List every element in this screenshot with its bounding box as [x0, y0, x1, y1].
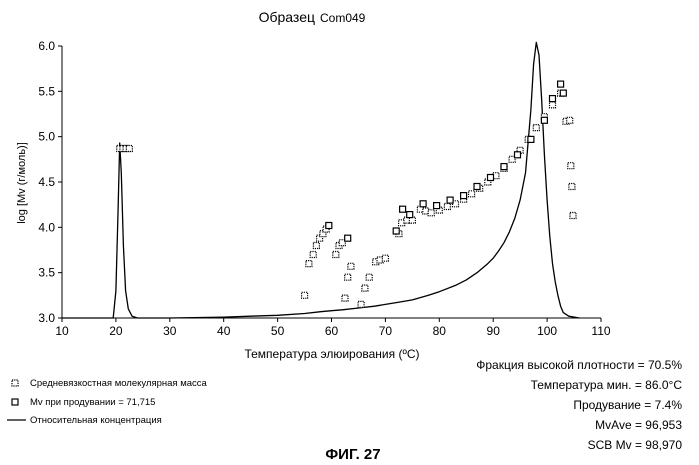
point-purge-mw — [407, 212, 413, 218]
y-tick-label: 3.5 — [38, 266, 55, 280]
point-purge-mw — [447, 197, 453, 203]
y-axis-label: log [Mv (г/моль)] — [16, 142, 28, 224]
point-viscosity-mw — [358, 301, 364, 307]
point-purge-mw — [528, 136, 534, 142]
stat-purge: Продувание = 7.4% — [573, 398, 682, 412]
point-viscosity-mw — [342, 295, 348, 301]
point-purge-mw — [560, 90, 566, 96]
point-viscosity-mw — [306, 261, 312, 267]
legend-item-concentration: Относительная концентрация — [7, 415, 162, 426]
x-tick-label: 50 — [271, 324, 285, 338]
x-tick-label: 80 — [433, 324, 447, 338]
point-purge-mw — [420, 201, 426, 207]
point-purge-mw — [461, 193, 467, 199]
point-purge-mw — [474, 184, 480, 190]
legend-item-viscosity-mw: Средневязкостная молекулярная масса — [12, 378, 208, 389]
x-tick-label: 70 — [379, 324, 393, 338]
legend-marker-dotted-square — [12, 380, 18, 386]
legend-item-purge-mw: Mv при продувании = 71,715 — [12, 397, 155, 408]
y-tick-label: 4.0 — [38, 220, 55, 234]
x-tick-label: 60 — [325, 324, 339, 338]
point-viscosity-mw — [362, 285, 368, 291]
point-purge-mw — [550, 96, 556, 102]
x-tick-label: 30 — [163, 324, 177, 338]
point-viscosity-mw — [377, 257, 383, 263]
legend-marker-open-square — [12, 399, 18, 405]
point-viscosity-mw — [333, 252, 339, 258]
point-purge-mw — [515, 152, 521, 158]
chart-title: Образец Com049 — [259, 9, 366, 25]
point-viscosity-mw — [302, 292, 308, 298]
legend-label-viscosity-mw: Средневязкостная молекулярная масса — [30, 378, 208, 389]
stats-block: Фракция высокой плотности = 70.5% Темпер… — [476, 358, 682, 452]
point-viscosity-mw — [366, 274, 372, 280]
point-purge-mw — [541, 117, 547, 123]
point-viscosity-mw — [570, 213, 576, 219]
point-viscosity-mw — [444, 204, 450, 210]
y-tick-label: 5.0 — [38, 130, 55, 144]
chart-title-text: Образец — [259, 9, 315, 25]
point-viscosity-mw — [428, 210, 434, 216]
y-tick-label: 4.5 — [38, 175, 55, 189]
series-line-relative-concentration — [62, 42, 579, 318]
x-tick-label: 10 — [55, 324, 69, 338]
stat-high-density-fraction: Фракция высокой плотности = 70.5% — [476, 358, 682, 372]
x-tick-label: 20 — [109, 324, 123, 338]
point-viscosity-mw — [310, 252, 316, 258]
point-viscosity-mw — [567, 117, 573, 123]
x-tick-label: 110 — [591, 324, 610, 338]
point-purge-mw — [345, 235, 351, 241]
point-purge-mw — [393, 228, 399, 234]
point-viscosity-mw — [568, 163, 574, 169]
point-purge-mw — [326, 223, 332, 229]
point-purge-mw — [558, 81, 564, 87]
chart-title-sample: Com049 — [320, 11, 366, 25]
plot-area: 10 20 30 40 50 60 70 80 90 100 110 3.0 3.5 4.0 4.5 5.0 5… — [38, 39, 611, 338]
y-tick-label: 5.5 — [38, 84, 55, 98]
point-purge-mw — [501, 164, 507, 170]
point-viscosity-mw — [533, 125, 539, 131]
point-purge-mw — [400, 206, 406, 212]
x-tick-label: 40 — [217, 324, 231, 338]
stat-scb-mv: SCB Mv = 98,970 — [588, 438, 683, 452]
point-viscosity-mw — [569, 184, 575, 190]
point-viscosity-mw — [313, 243, 319, 249]
point-viscosity-mw — [469, 191, 475, 197]
point-viscosity-mw — [550, 102, 556, 108]
legend-label-purge-mw: Mv при продувании = 71,715 — [30, 397, 155, 408]
point-purge-mw — [434, 203, 440, 209]
x-axis-label: Температура элюирования (ºC) — [244, 347, 419, 361]
stat-min-temperature: Температура мин. = 86.0°C — [531, 378, 683, 392]
point-purge-mw — [488, 175, 494, 181]
x-tick-label: 90 — [487, 324, 501, 338]
figure-label: ФИГ. 27 — [325, 446, 380, 463]
y-tick-label: 3.0 — [38, 311, 55, 325]
point-viscosity-mw — [382, 255, 388, 261]
point-viscosity-mw — [348, 263, 354, 269]
point-viscosity-mw — [126, 146, 132, 152]
y-tick-label: 6.0 — [38, 39, 55, 53]
stat-mv-ave: MvAve = 96,953 — [595, 418, 682, 432]
x-tick-label: 100 — [537, 324, 557, 338]
legend-label-concentration: Относительная концентрация — [30, 415, 162, 426]
legend: Средневязкостная молекулярная масса Mv п… — [7, 378, 208, 426]
point-viscosity-mw — [345, 274, 351, 280]
